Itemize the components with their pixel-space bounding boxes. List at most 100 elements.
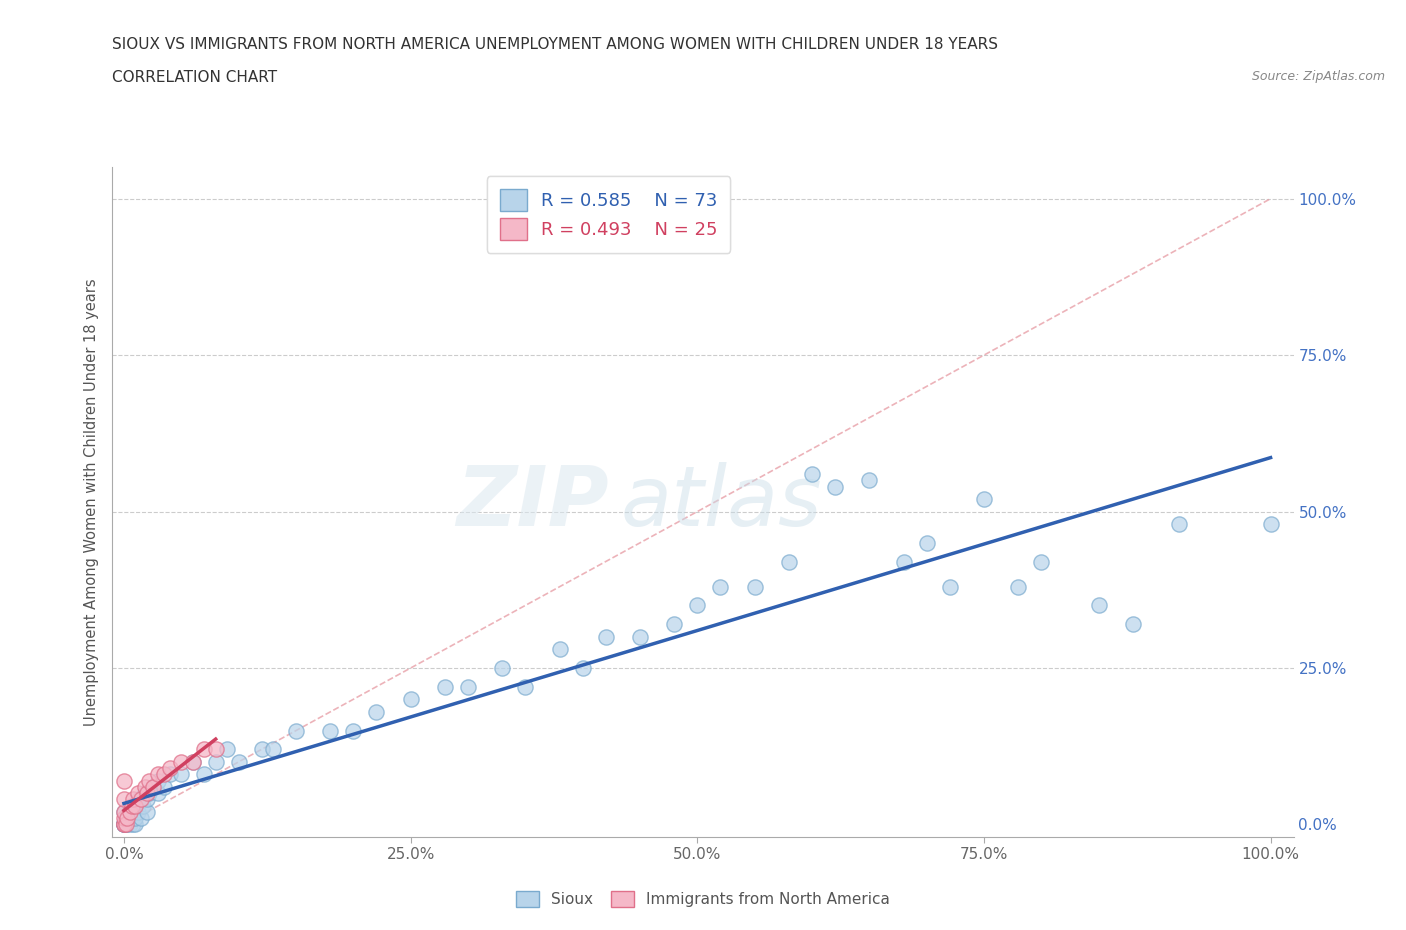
Point [159,767,181,782]
Point [399,692,422,707]
Point [170,754,193,769]
Point [135,786,157,801]
Point [129,792,152,807]
Point [548,642,571,657]
Point [1087,598,1109,613]
Point [434,680,457,695]
Point [686,598,709,613]
Point [664,617,686,631]
Point [193,767,215,782]
Point [127,786,149,801]
Point [148,773,170,788]
Point [117,811,139,826]
Point [127,804,149,819]
Point [134,779,156,794]
Point [858,472,880,487]
Text: CORRELATION CHART: CORRELATION CHART [112,70,277,85]
Point [135,804,157,819]
Point [595,630,617,644]
Point [134,786,156,801]
Point [319,724,342,738]
Point [117,811,139,826]
Point [1031,554,1053,569]
Point [138,786,160,801]
Point [129,792,152,807]
Point [250,742,273,757]
Point [628,630,651,644]
Point [973,492,995,507]
Point [571,660,593,675]
Point [122,798,145,813]
Point [181,754,204,769]
Point [262,742,284,757]
Point [893,554,915,569]
Point [122,792,145,807]
Point [115,811,138,826]
Point [170,767,193,782]
Point [148,767,170,782]
Point [204,754,226,769]
Point [138,773,160,788]
Point [1260,517,1282,532]
Point [491,660,513,675]
Point [112,811,135,826]
Legend: R = 0.585    N = 73, R = 0.493    N = 25: R = 0.585 N = 73, R = 0.493 N = 25 [486,177,730,253]
Point [124,811,146,826]
Point [1167,517,1189,532]
Point [115,817,138,832]
Point [142,779,165,794]
Point [121,811,143,826]
Point [121,798,143,813]
Point [112,804,135,819]
Point [112,817,135,832]
Point [938,579,960,594]
Point [824,479,846,494]
Point [1122,617,1144,631]
Point [124,798,146,813]
Point [159,761,181,776]
Point [124,817,146,832]
Point [148,786,170,801]
Point [217,742,239,757]
Point [118,817,141,832]
Point [342,724,364,738]
Point [117,817,139,832]
Point [135,792,157,807]
Point [112,804,135,819]
Point [744,579,766,594]
Point [128,792,150,807]
Point [112,817,135,832]
Point [366,704,388,719]
Point [1007,579,1029,594]
Text: atlas: atlas [620,461,823,543]
Point [153,779,176,794]
Text: SIOUX VS IMMIGRANTS FROM NORTH AMERICA UNEMPLOYMENT AMONG WOMEN WITH CHILDREN UN: SIOUX VS IMMIGRANTS FROM NORTH AMERICA U… [112,37,998,52]
Point [118,804,141,819]
Point [142,779,165,794]
Text: ZIP: ZIP [456,461,609,543]
Point [112,773,135,788]
Point [112,817,135,832]
Point [228,754,250,769]
Point [122,817,145,832]
Point [112,817,135,832]
Point [132,798,155,813]
Point [284,724,307,738]
Point [193,742,215,757]
Point [112,817,135,832]
Point [129,811,152,826]
Point [112,792,135,807]
Point [457,680,479,695]
Point [800,467,823,482]
Text: Source: ZipAtlas.com: Source: ZipAtlas.com [1251,70,1385,83]
Point [118,804,141,819]
Legend: Sioux, Immigrants from North America: Sioux, Immigrants from North America [509,884,897,913]
Point [112,817,135,832]
Point [117,804,139,819]
Point [112,817,135,832]
Y-axis label: Unemployment Among Women with Children Under 18 years: Unemployment Among Women with Children U… [84,278,100,726]
Point [181,754,204,769]
Point [115,817,138,832]
Point [515,680,537,695]
Point [112,817,135,832]
